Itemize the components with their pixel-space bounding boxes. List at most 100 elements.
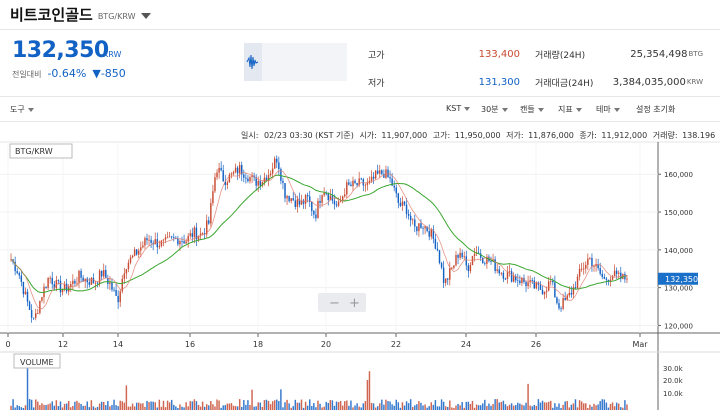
theme-menu[interactable]: 테마 bbox=[596, 104, 620, 115]
candle-body bbox=[206, 220, 208, 235]
candle-body bbox=[317, 200, 319, 219]
candle-body bbox=[53, 284, 56, 289]
volume-bar bbox=[115, 405, 117, 410]
candles bbox=[10, 155, 628, 323]
candle-body bbox=[214, 177, 216, 192]
reset-settings-button[interactable]: 설정 초기화 bbox=[636, 104, 675, 115]
volume-bar bbox=[133, 406, 136, 410]
volume-bar bbox=[331, 400, 334, 410]
volume-bar bbox=[414, 405, 416, 410]
volume-bar bbox=[494, 399, 496, 410]
price-chart[interactable]: 일시: 02/23 03:30 (KST 기준) 시가: 11,907,000 … bbox=[0, 122, 720, 410]
candle-body bbox=[597, 264, 599, 269]
volume-bar bbox=[543, 402, 546, 410]
candle-body bbox=[492, 259, 494, 262]
volume-bar bbox=[150, 401, 152, 410]
volume-bar bbox=[344, 401, 346, 410]
volume-bar bbox=[597, 404, 599, 410]
candle-body bbox=[74, 280, 76, 284]
candle-body bbox=[465, 256, 468, 266]
change-label: 전일대비 bbox=[12, 70, 42, 79]
volume-bar bbox=[395, 399, 397, 410]
stats-right: 거래량(24H) 25,354,498 BTG 거래대금(24H) 3,384,… bbox=[535, 40, 703, 96]
volume-bar bbox=[370, 402, 373, 410]
candle-body bbox=[613, 270, 616, 277]
ohlc-info-line: 일시: 02/23 03:30 (KST 기준) 시가: 11,907,000 … bbox=[241, 130, 715, 140]
volume-bar bbox=[135, 402, 138, 410]
zoom-control: − + bbox=[318, 293, 366, 312]
candle-body bbox=[160, 240, 163, 247]
zoom-in-button[interactable]: + bbox=[349, 296, 360, 311]
volume-bar bbox=[228, 403, 231, 410]
volume-bar bbox=[624, 400, 626, 410]
zoom-out-button[interactable]: − bbox=[329, 296, 340, 311]
candle-body bbox=[333, 200, 336, 205]
volume-bar bbox=[558, 403, 560, 410]
candle-body bbox=[356, 182, 358, 186]
chevron-down-icon bbox=[575, 107, 582, 112]
volume-bar bbox=[523, 405, 525, 410]
volume-bar bbox=[451, 407, 453, 410]
chevron-down-icon[interactable] bbox=[141, 12, 152, 19]
current-price-tag-text: 132,350 bbox=[665, 275, 698, 284]
volume-bar bbox=[482, 403, 484, 410]
candle-body bbox=[521, 277, 523, 283]
candle-body bbox=[177, 238, 179, 245]
candle-body bbox=[486, 256, 488, 264]
volume-bar bbox=[432, 404, 435, 410]
candle-body bbox=[230, 173, 233, 175]
chevron-down-icon bbox=[27, 107, 34, 112]
candle-body bbox=[232, 172, 235, 174]
volume-bar bbox=[70, 407, 72, 410]
volume-bar bbox=[309, 399, 311, 410]
timezone-menu[interactable]: KST bbox=[446, 104, 471, 113]
ohlc-volume: 138.196 bbox=[682, 131, 715, 140]
volume-bar bbox=[304, 401, 307, 410]
candle-body bbox=[405, 204, 408, 214]
candle-body bbox=[585, 264, 587, 269]
chart-type-menu[interactable]: 캔들 bbox=[520, 104, 544, 115]
volume-bar bbox=[469, 404, 472, 410]
candle-body bbox=[362, 179, 365, 186]
volume-bar bbox=[502, 400, 505, 410]
candle-body bbox=[45, 286, 47, 288]
volume-bar bbox=[265, 399, 268, 410]
volume-bar bbox=[537, 399, 540, 410]
candle-body bbox=[47, 277, 49, 288]
time-tick-label: 22 bbox=[391, 340, 401, 349]
price-unit: KRW bbox=[103, 50, 122, 59]
volume-bar bbox=[589, 404, 591, 410]
candle-body bbox=[611, 276, 614, 280]
candle-body bbox=[444, 278, 447, 283]
volume-bar bbox=[30, 399, 33, 410]
coin-name[interactable]: 비트코인골드 bbox=[10, 6, 93, 24]
volume-bar bbox=[510, 403, 513, 410]
volume-bar bbox=[587, 407, 589, 410]
indicator-menu[interactable]: 지표 bbox=[558, 104, 582, 115]
volume-bar bbox=[315, 407, 317, 410]
ohlc-high-label: 고가: bbox=[433, 131, 450, 140]
candle-body bbox=[228, 174, 231, 183]
candle-body bbox=[247, 178, 249, 182]
volume-bar bbox=[554, 403, 556, 410]
volume-bar bbox=[321, 407, 323, 410]
candle-body bbox=[80, 270, 82, 278]
candle-body bbox=[603, 276, 606, 279]
volume-bar bbox=[224, 405, 226, 410]
candle-body bbox=[383, 173, 385, 178]
amount-24h-unit: KRW bbox=[686, 78, 703, 86]
candle-body bbox=[49, 277, 51, 279]
volume-bar bbox=[175, 406, 177, 410]
current-price-tag: 132,350 bbox=[658, 272, 698, 285]
volume-bar bbox=[585, 403, 587, 410]
reset-settings-label: 설정 초기화 bbox=[636, 105, 676, 114]
tools-menu[interactable]: 도구 bbox=[10, 104, 34, 115]
candle-body bbox=[28, 301, 31, 310]
candle-body bbox=[477, 252, 480, 254]
candle-body bbox=[407, 213, 410, 216]
candle-body bbox=[515, 276, 517, 281]
candle-body bbox=[255, 177, 257, 186]
volume-bar bbox=[475, 404, 478, 410]
volume-bar bbox=[572, 403, 575, 410]
interval-menu[interactable]: 30분 bbox=[481, 104, 508, 115]
